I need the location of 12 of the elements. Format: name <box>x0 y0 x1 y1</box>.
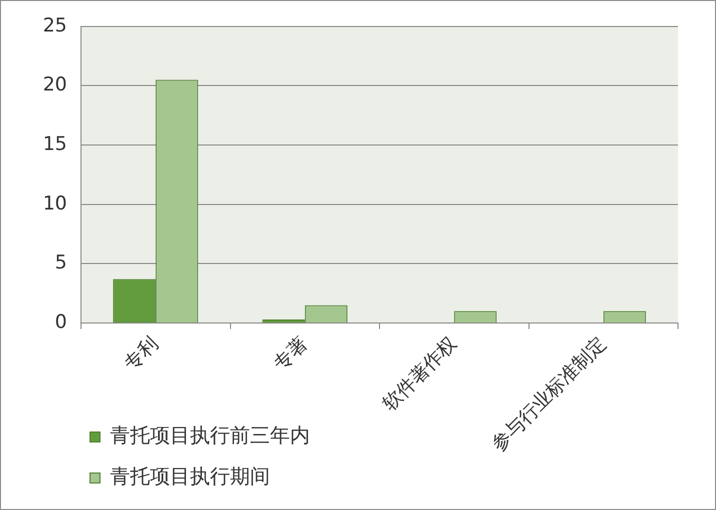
legend-label: 青托项目执行前三年内 <box>110 423 310 448</box>
y-tick-label: 0 <box>54 310 67 333</box>
x-tick-label: 软件著作权 <box>378 332 462 416</box>
x-tick-label: 专利 <box>120 332 163 375</box>
y-tick-label: 10 <box>42 192 67 214</box>
legend-label: 青托项目执行期间 <box>110 464 270 488</box>
x-tick-label: 参与行业标准制定 <box>487 332 610 456</box>
x-tick-label: 专著 <box>269 332 312 375</box>
y-tick-label: 25 <box>42 14 67 36</box>
y-tick-label: 20 <box>42 74 67 96</box>
y-tick-label: 15 <box>42 132 67 155</box>
y-tick-label: 5 <box>54 252 67 274</box>
